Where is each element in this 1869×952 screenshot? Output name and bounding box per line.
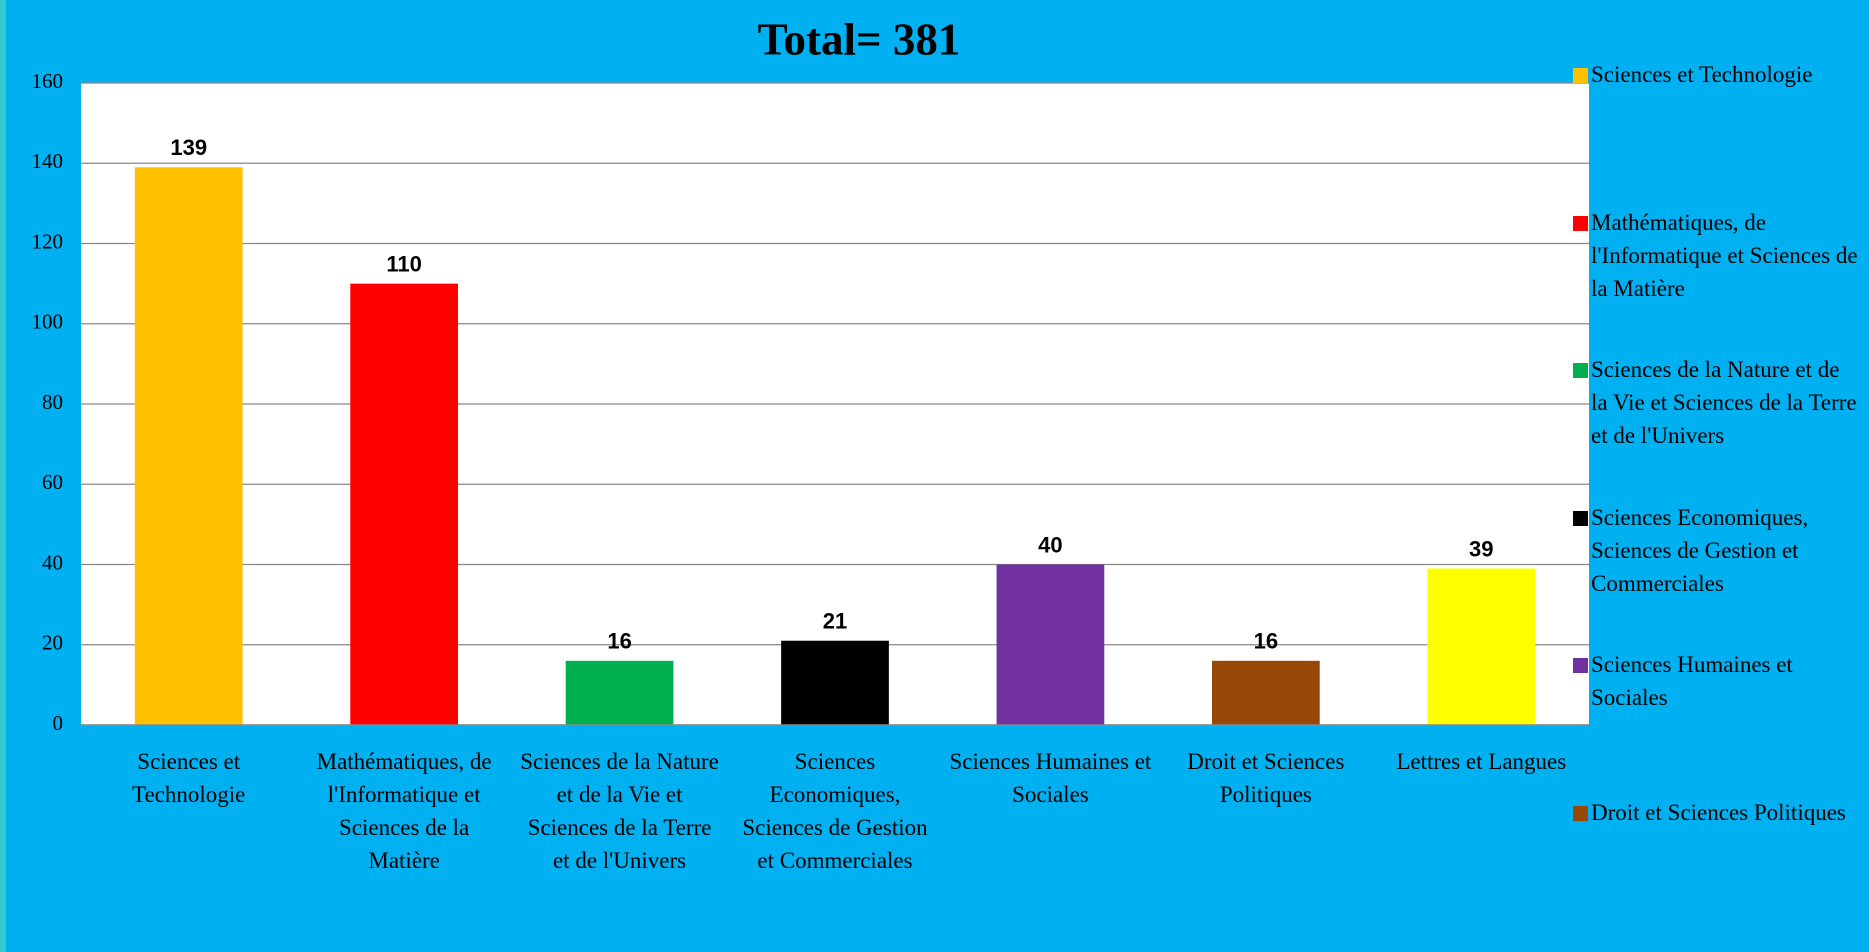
x-tick-label: Sciences et Technologie xyxy=(132,749,246,807)
x-tick-label: Droit et Sciences Politiques xyxy=(1187,749,1345,807)
y-tick-label: 40 xyxy=(42,550,63,574)
x-tick-label: Sciences Humaines et Sociales xyxy=(949,749,1152,807)
bar xyxy=(781,640,889,725)
data-label: 21 xyxy=(823,609,847,634)
bar xyxy=(134,167,243,725)
data-label: 139 xyxy=(170,135,207,160)
bar xyxy=(996,564,1105,725)
data-label: 16 xyxy=(607,629,631,654)
data-label: 39 xyxy=(1469,536,1493,561)
x-tick-label: Lettres et Langues xyxy=(1396,749,1567,774)
legend-label: Sciences de la Nature et de la Vie et Sc… xyxy=(1591,357,1857,449)
legend-swatch xyxy=(1573,68,1588,83)
bar xyxy=(1212,660,1320,725)
chart-title: Total= 381 xyxy=(758,14,961,64)
x-tick-label: Mathématiques, de l'Informatique et Scie… xyxy=(316,749,492,873)
bar xyxy=(1427,568,1536,725)
bar xyxy=(350,283,458,725)
y-tick-label: 140 xyxy=(32,149,64,173)
legend-label: Droit et Sciences Politiques xyxy=(1591,800,1846,825)
legend-label: Sciences et Technologie xyxy=(1591,62,1813,87)
x-tick-label: Sciences Economiques, Sciences de Gestio… xyxy=(742,749,928,873)
y-tick-label: 60 xyxy=(42,470,63,494)
y-tick-label: 120 xyxy=(32,229,64,253)
y-tick-label: 160 xyxy=(32,69,64,93)
bar xyxy=(565,660,674,725)
data-label: 110 xyxy=(386,251,422,276)
legend-swatch xyxy=(1573,510,1588,526)
legend-swatch xyxy=(1573,658,1588,674)
legend-swatch xyxy=(1573,806,1588,821)
chart-svg: Total= 381 0 20 40 60 80 100 120 140 160 139 110 16… xyxy=(32,14,1589,735)
y-tick-label: 100 xyxy=(32,310,64,334)
legend-label: Sciences Humaines et Sociales xyxy=(1591,652,1793,711)
data-label: 40 xyxy=(1038,532,1062,557)
x-tick-label: Sciences de la Nature et de la Vie et Sc… xyxy=(520,749,719,873)
data-label: 16 xyxy=(1254,629,1278,654)
legend-swatch xyxy=(1573,215,1588,231)
y-tick-label: 0 xyxy=(53,711,64,735)
y-tick-label: 20 xyxy=(42,631,63,655)
legend-label: Sciences Economiques, Sciences de Gestio… xyxy=(1591,504,1809,596)
legend-label: Mathématiques, de l'Informatique et Scie… xyxy=(1591,209,1858,301)
y-tick-label: 80 xyxy=(42,390,63,414)
legend-swatch xyxy=(1573,363,1588,379)
